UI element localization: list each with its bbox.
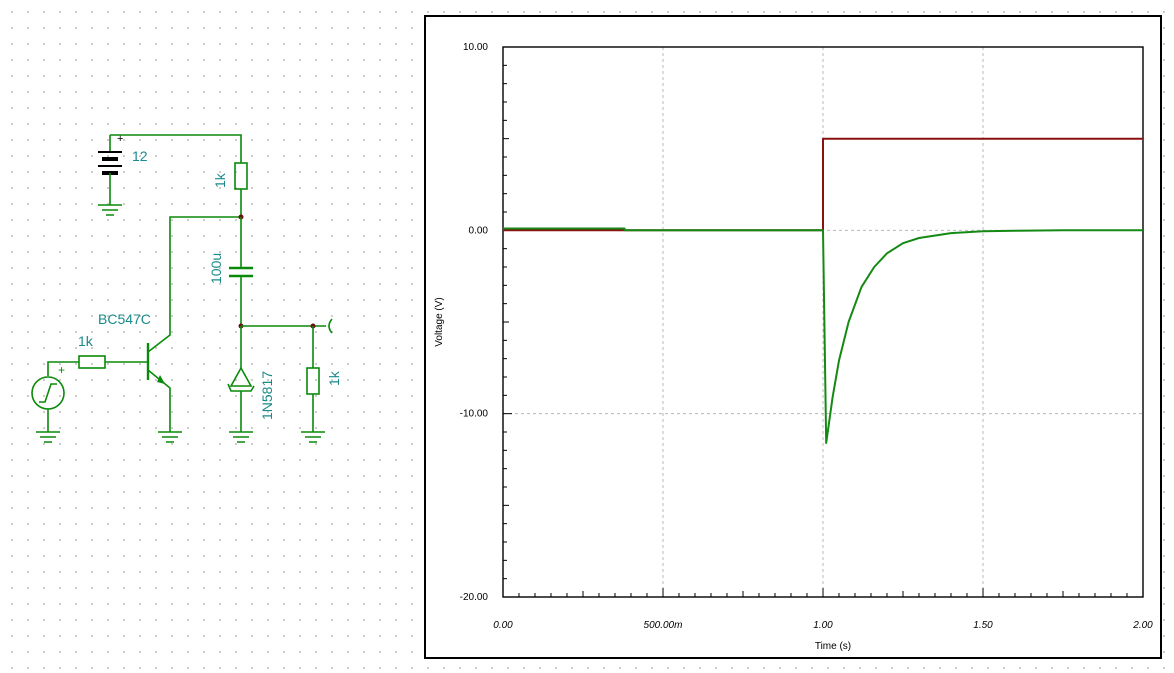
x-tick-label: 1.50 [973, 620, 993, 631]
series-line-2 [503, 227, 1143, 444]
series-line-1 [503, 137, 1143, 232]
plot-area-border [502, 46, 1144, 598]
base-resistor[interactable]: 1k [47, 333, 106, 376]
capacitor-100u[interactable]: 100u [208, 217, 253, 326]
capacitor-label: 100u [208, 253, 224, 284]
source-plus-sign: + [58, 363, 65, 377]
transistor-label: BC547C [98, 311, 151, 327]
y-tick-label: -10.00 [460, 409, 489, 420]
output-terminal-icon[interactable] [328, 318, 333, 334]
y-tick-label: -20.00 [460, 592, 489, 603]
battery-12v[interactable]: + 12 [98, 133, 148, 216]
x-tick-labels: 0.00 500.00m 1.00 1.50 2.00 [493, 620, 1153, 631]
x-tick-label: 2.00 [1132, 620, 1153, 631]
transistor-bc547c[interactable]: BC547C [98, 311, 182, 443]
y-axis-label: Voltage (V) [434, 297, 445, 346]
circuit-schematic: + 12 1k 100u 1N5817 1k [31, 133, 342, 443]
plot-window: 0.00 500.00m 1.00 1.50 2.00 10.00 0.00 -10.00 -… [424, 15, 1162, 659]
plot-grid [503, 47, 1143, 597]
y-tick-label: 0.00 [469, 225, 489, 236]
battery-plus-sign: + [117, 133, 123, 145]
load-resistor-label: 1k [326, 370, 342, 386]
signal-source[interactable]: + [31, 363, 65, 443]
y-tick-labels: 10.00 0.00 -10.00 -20.00 [460, 42, 489, 603]
collector-resistor[interactable]: 1k [212, 162, 248, 217]
base-resistor-label: 1k [78, 333, 94, 349]
diode-label: 1N5817 [259, 371, 275, 420]
x-tick-label: 500.00m [644, 620, 683, 631]
voltage-time-plot: 0.00 500.00m 1.00 1.50 2.00 10.00 0.00 -10.00 -… [434, 42, 1153, 652]
x-axis-label: Time (s) [815, 641, 851, 652]
x-tick-label: 0.00 [493, 620, 513, 631]
y-tick-label: 10.00 [463, 42, 488, 53]
collector-resistor-label: 1k [212, 172, 228, 188]
top-rail-wire [110, 134, 242, 163]
x-tick-label: 1.00 [813, 620, 833, 631]
plot-series [503, 137, 1143, 444]
diode-1n5817[interactable]: 1N5817 [227, 326, 275, 443]
plot-ticks [502, 46, 1144, 598]
collector-wire [147, 216, 241, 353]
battery-value-label: 12 [132, 148, 148, 164]
load-resistor[interactable]: 1k [301, 326, 342, 443]
